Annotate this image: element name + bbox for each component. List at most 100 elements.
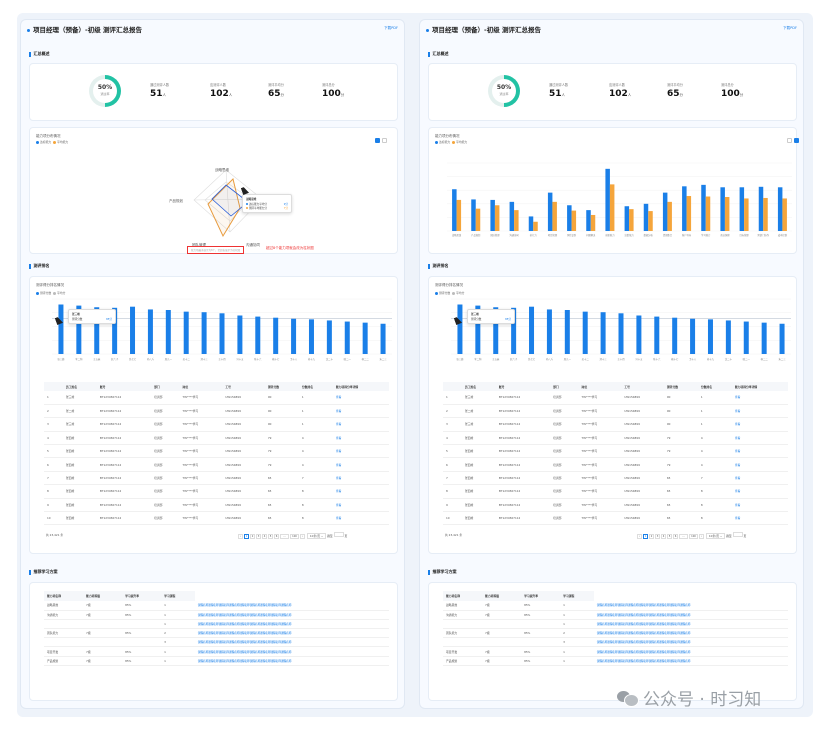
pass-bar [720,187,725,231]
page-button[interactable]: 3 [655,534,660,539]
page-button[interactable]: 6 [274,534,279,539]
table-cell[interactable]: 查看 [731,471,788,486]
table-cell[interactable]: 查看 [332,457,389,472]
prev-page-button[interactable]: ‹ [637,534,642,539]
page-button[interactable]: 3 [256,534,261,539]
page-button[interactable]: ... [280,534,289,539]
pass-bar [528,216,534,231]
next-page-button[interactable]: › [699,534,704,539]
page-size-select[interactable]: 10条/页 ⌄ [705,533,726,539]
title-dot-icon [426,28,429,32]
course-link[interactable]: 课程名称课程名称课程名称课程名称课程名称课程名称课程名称课程名称课程名称 [593,646,788,657]
prev-page-button[interactable]: ‹ [238,534,243,539]
table-cell[interactable]: 查看 [332,498,389,513]
page-button[interactable]: 4 [661,534,666,539]
course-link[interactable]: 课程名称课程名称课程名称课程名称课程名称课程名称课程名称课程名称课程名称 [194,628,389,639]
score-bar-label: 韩二一 [743,357,751,361]
table-cell[interactable]: 查看 [731,457,788,472]
table-cell[interactable]: 查看 [332,431,389,446]
chart-view-toggle-radar[interactable] [787,138,792,143]
table-cell[interactable]: 查看 [731,391,788,405]
chart-view-toggle-radar[interactable] [375,138,380,143]
jump-input[interactable] [732,532,743,537]
column-header: 学习提升率 [122,591,162,601]
table-cell: 1 [560,619,594,630]
course-link[interactable]: 课程名称课程名称课程名称课程名称课程名称课程名称课程名称课程名称课程名称 [593,637,788,648]
stat-average: 测评平均分 65分 [268,83,285,99]
table-cell: 产品规划 [44,656,84,666]
course-link[interactable]: 课程名称课程名称课程名称课程名称课程名称课程名称课程名称课程名称课程名称 [194,601,389,611]
course-link[interactable]: 课程名称课程名称课程名称课程名称课程名称课程名称课程名称课程名称课程名称 [593,601,788,611]
page-button[interactable]: 100 [290,534,299,539]
page-button[interactable]: 6 [673,534,678,539]
table-cell: UW154899 [222,404,265,419]
table-cell[interactable]: 查看 [731,484,788,499]
ability-bar-label: 跨部门协作 [758,233,770,237]
score-bar [690,318,696,354]
course-link[interactable]: 课程名称课程名称课程名称课程名称课程名称课程名称课程名称课程名称课程名称 [194,656,389,666]
course-link[interactable]: 课程名称课程名称课程名称课程名称课程名称课程名称课程名称课程名称课程名称 [593,628,788,639]
table-cell[interactable]: 查看 [731,431,788,446]
page-button[interactable]: 2 [250,534,255,539]
table-cell: 79 [264,457,299,472]
table-cell[interactable]: 查看 [731,498,788,513]
ranking-bar-chart: 张三峰 李二狗 王五麻 赵六子 钱七七 孙八斤 周九一 吴十二 郑十三 王十四 冯十五 陈十六 褚十七 卫… [451,298,791,361]
page-button[interactable]: 4 [262,534,267,539]
table-cell[interactable]: 查看 [332,417,389,432]
score-bar-label: 孙八斤 [546,357,554,361]
page-button[interactable]: ... [679,534,688,539]
page-button[interactable]: 5 [667,534,672,539]
table-cell: 团队能力 [44,628,84,639]
course-link[interactable]: 课程名称课程名称课程名称课程名称课程名称课程名称课程名称课程名称课程名称 [194,637,389,648]
avg-bar [494,205,500,231]
score-bar [725,320,731,354]
table-cell: TW****学习 [578,457,622,472]
download-pdf-link[interactable]: 下载PDF [384,26,398,30]
table-cell: 7级 [482,646,522,657]
page-button[interactable]: 2 [649,534,654,539]
course-link[interactable]: 课程名称课程名称课程名称课程名称课程名称课程名称课程名称课程名称课程名称 [194,646,389,657]
page-button[interactable]: 5 [268,534,273,539]
course-link[interactable]: 课程名称课程名称课程名称课程名称课程名称课程名称课程名称课程名称课程名称 [194,619,389,630]
table-cell[interactable]: 查看 [731,444,788,459]
page-button[interactable]: 1 [244,534,249,539]
table-cell[interactable]: 查看 [332,511,389,526]
table-cell[interactable]: 查看 [332,484,389,499]
course-link[interactable]: 课程名称课程名称课程名称课程名称课程名称课程名称课程名称课程名称课程名称 [593,656,788,666]
table-cell[interactable]: 查看 [332,471,389,486]
page-button[interactable]: 1 [643,534,648,539]
ability-bar-label: 战略思维 [452,233,462,237]
jump-input[interactable] [333,532,344,537]
page-size-select[interactable]: 10条/页 ⌄ [306,533,327,539]
table-cell[interactable]: 查看 [731,511,788,526]
table-cell: 85% [122,656,162,666]
table-cell: 8 [298,498,333,513]
course-link[interactable]: 课程名称课程名称课程名称课程名称课程名称课程名称课程名称课程名称课程名称 [593,619,788,630]
table-cell: 培训部 [151,431,180,446]
table-cell: UW154899 [222,498,265,513]
download-pdf-link[interactable]: 下载PDF [783,26,797,30]
table-cell[interactable]: 查看 [731,404,788,419]
score-bar-label: 韩二一 [344,357,352,361]
col-index [443,382,462,391]
table-cell[interactable]: 查看 [332,391,389,405]
score-bar [291,318,297,354]
table-cell: 1 [298,391,333,405]
chart-view-toggle-bar[interactable] [382,138,387,143]
pass-bar [624,206,630,231]
table-cell: 张三峰 [62,417,97,432]
page-button[interactable]: 100 [689,534,698,539]
table-cell[interactable]: 查看 [332,444,389,459]
table-cell: 培训部 [151,391,180,405]
course-link[interactable]: 课程名称课程名称课程名称课程名称课程名称课程名称课程名称课程名称课程名称 [593,610,788,620]
next-page-button[interactable]: › [300,534,305,539]
table-cell: 79 [264,444,299,459]
chart-view-toggle-bar[interactable] [794,138,799,143]
table-cell[interactable]: 查看 [332,404,389,419]
table-cell: 90 [663,391,698,405]
table-cell: 张四峰 [62,498,97,513]
course-link[interactable]: 课程名称课程名称课程名称课程名称课程名称课程名称课程名称课程名称课程名称 [194,610,389,620]
table-cell[interactable]: 查看 [731,417,788,432]
score-bar-label: 赵六子 [111,357,119,361]
report-title: 项目经理（预备）-初级 测评汇总报告 [426,24,541,34]
